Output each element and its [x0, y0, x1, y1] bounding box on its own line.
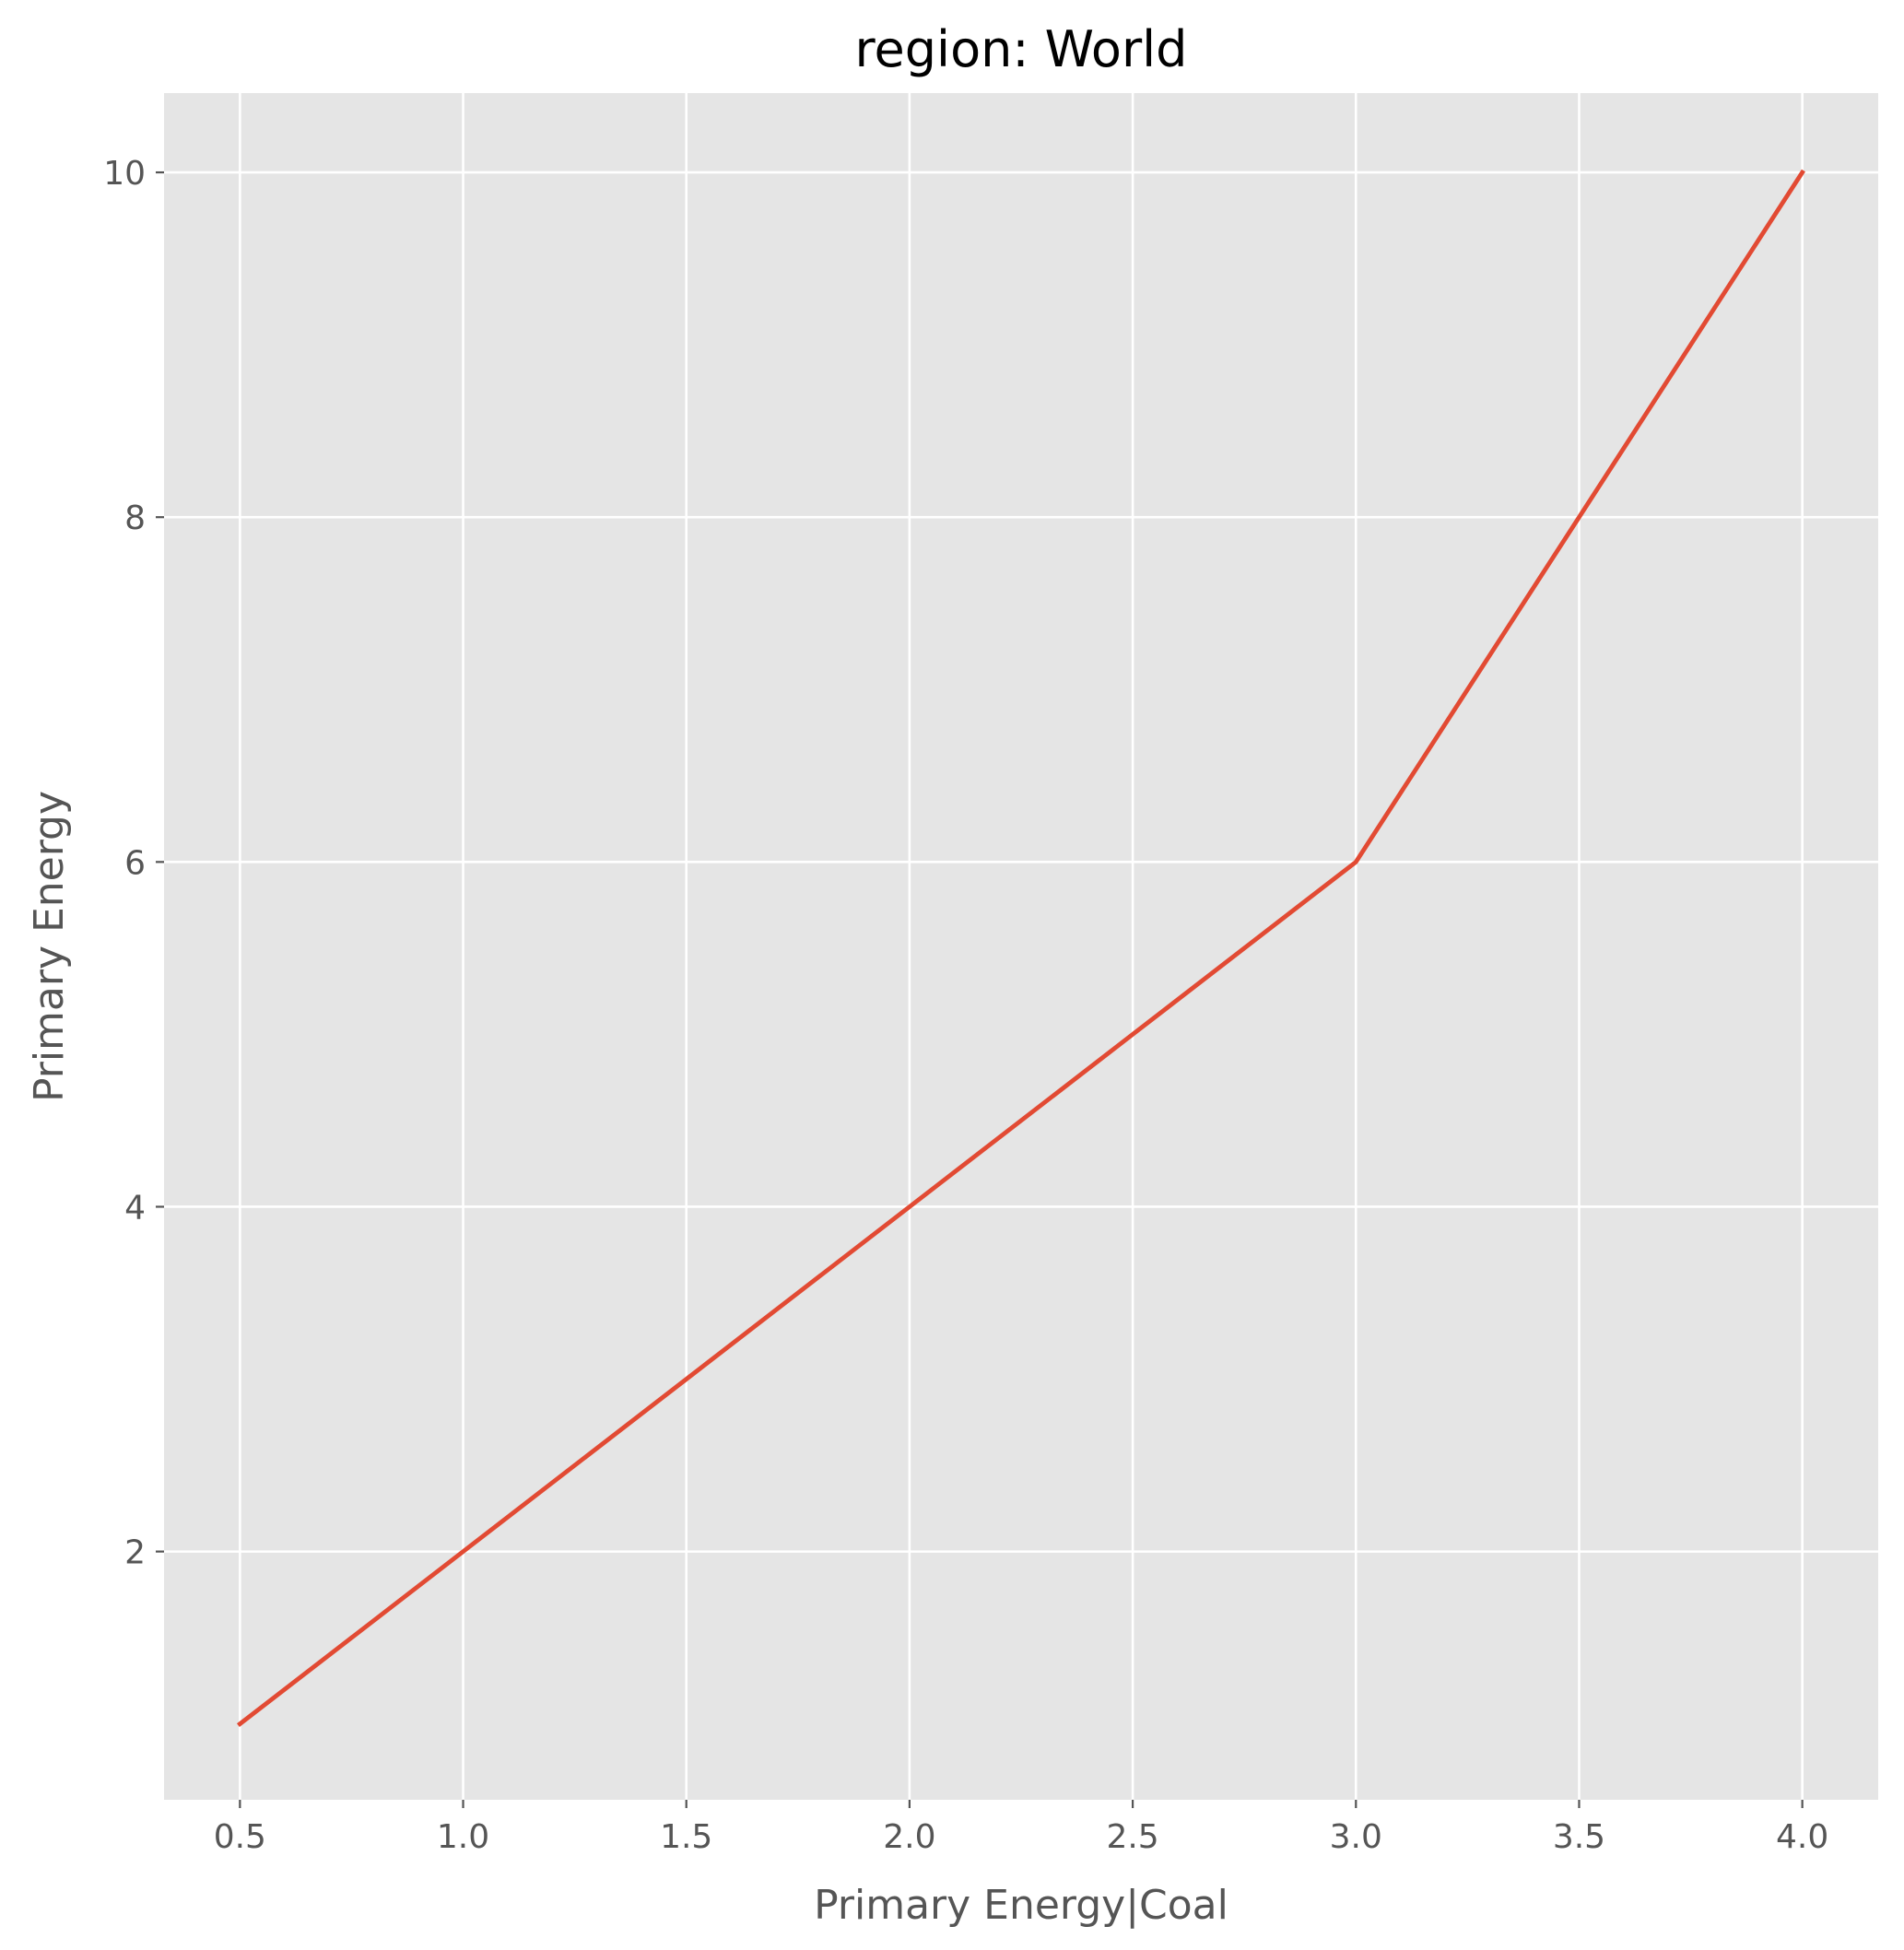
axis-ticks: 0.5 1.0 1.5 2.0 2.5 3.0 3.5 4.0 2 4 6 8 10	[103, 155, 1828, 1856]
y-tick-label: 4	[124, 1189, 146, 1227]
y-tick-label: 2	[124, 1534, 146, 1572]
y-tick-label: 6	[124, 844, 146, 882]
x-tick-label: 3.0	[1330, 1818, 1382, 1856]
chart-title: region: World	[855, 20, 1188, 78]
x-axis-label: Primary Energy|Coal	[814, 1882, 1228, 1929]
x-tick-label: 0.5	[214, 1818, 266, 1856]
series-layer	[236, 169, 1805, 1728]
series-line	[236, 169, 1805, 1728]
x-tick-label: 1.0	[437, 1818, 489, 1856]
grid-lines	[164, 93, 1878, 1800]
y-tick-label: 8	[124, 499, 146, 537]
x-tick-label: 4.0	[1776, 1818, 1828, 1856]
y-tick-label: 10	[103, 155, 146, 193]
x-tick-label: 2.5	[1106, 1818, 1158, 1856]
x-tick-label: 1.5	[660, 1818, 712, 1856]
plot-area	[164, 93, 1878, 1800]
x-tick-label: 2.0	[883, 1818, 935, 1856]
y-axis-label: Primary Energy	[26, 791, 73, 1102]
x-tick-label: 3.5	[1553, 1818, 1605, 1856]
